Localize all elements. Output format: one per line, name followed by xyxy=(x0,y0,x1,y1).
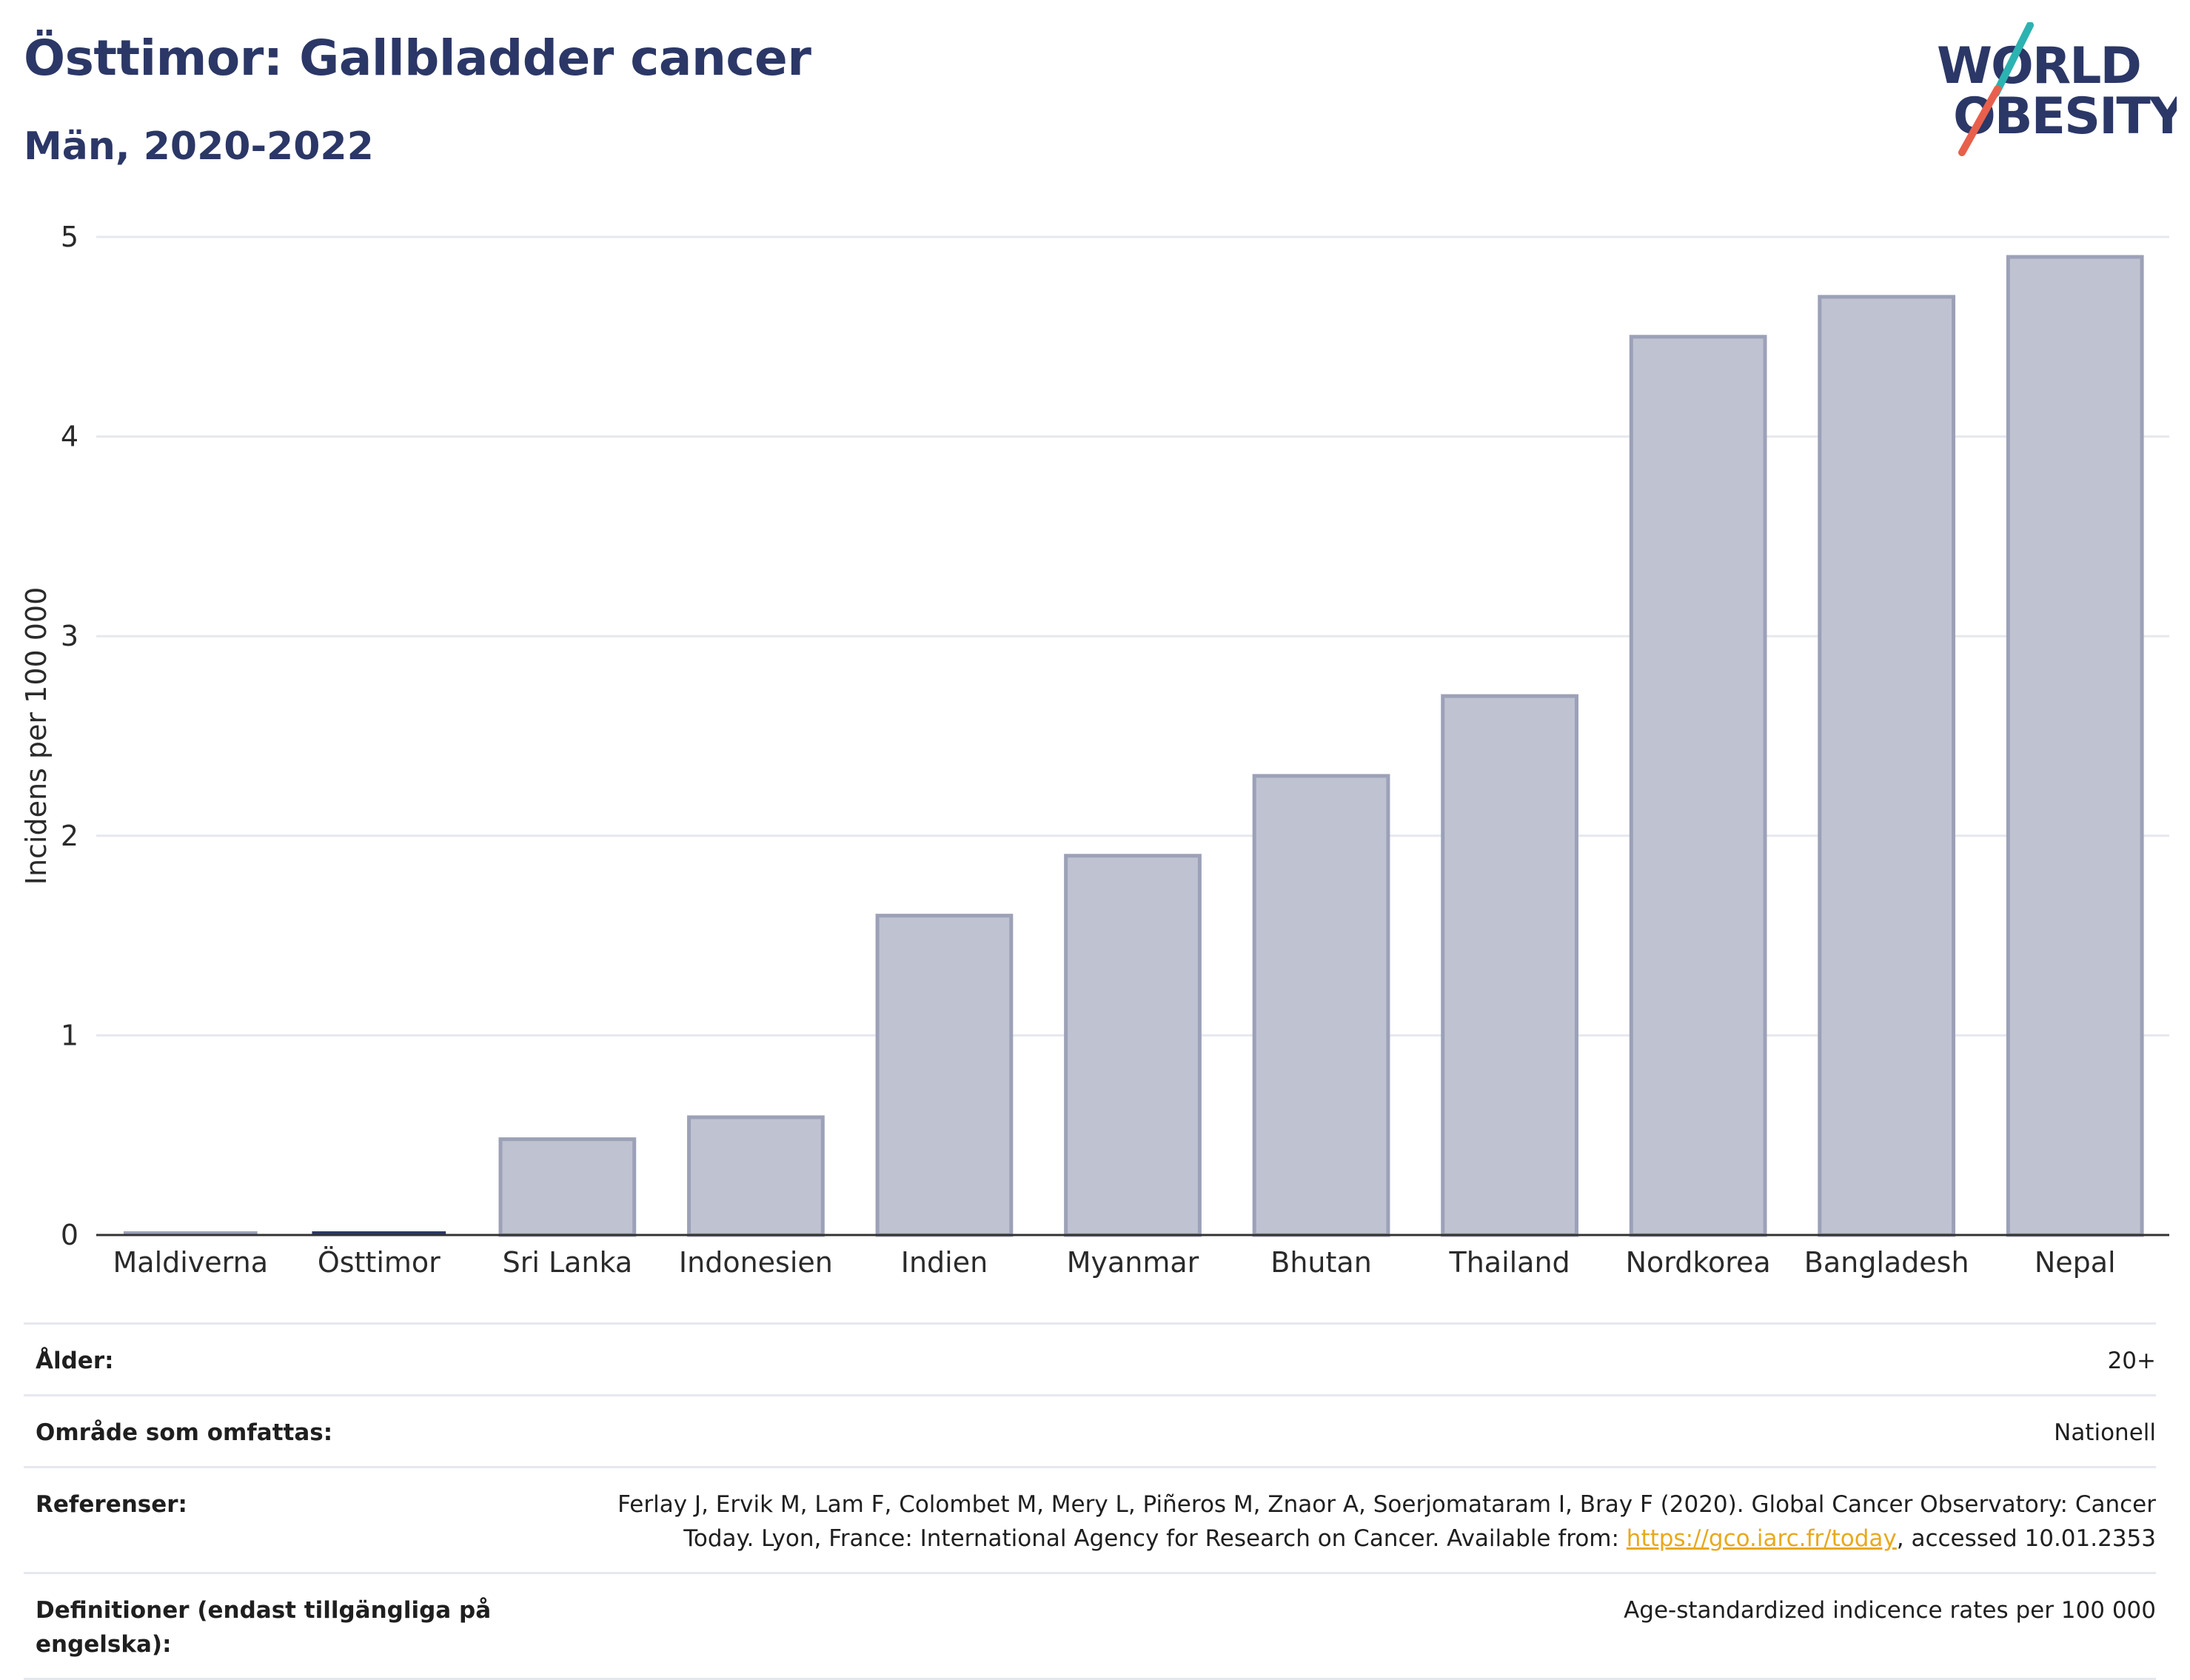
bar-chart: 0 1 2 3 4 5 Maldiverna Östtimor Sri Lanka Indone… xyxy=(20,221,2169,1279)
definitions-label: Definitioner (endast tillgängliga på eng… xyxy=(36,1597,492,1658)
metadata-table: Ålder: 20+ Område som omfattas: Nationel… xyxy=(24,1322,2156,1680)
bar xyxy=(123,1231,258,1235)
y-tick-label: 3 xyxy=(61,620,78,652)
age-label: Ålder: xyxy=(36,1348,114,1374)
bar xyxy=(875,914,1014,1237)
y-tick-label: 0 xyxy=(61,1219,78,1251)
x-tick-label: Myanmar xyxy=(1067,1246,1199,1279)
y-tick-label: 4 xyxy=(61,421,78,453)
bar xyxy=(1441,694,1578,1237)
meta-row-definitions: Definitioner (endast tillgängliga på eng… xyxy=(24,1572,2156,1680)
bar xyxy=(498,1137,637,1237)
x-tick-label: Indonesien xyxy=(679,1246,833,1279)
logo-slash-teal xyxy=(1992,22,2034,97)
references-link[interactable]: https://gco.iarc.fr/today xyxy=(1626,1525,1897,1552)
x-tick-label: Thailand xyxy=(1448,1246,1570,1279)
x-tick-label: Bangladesh xyxy=(1804,1246,1969,1279)
area-value: Nationell xyxy=(2054,1419,2156,1446)
references-value: Ferlay J, Ervik M, Lam F, Colombet M, Me… xyxy=(509,1487,2156,1556)
references-text-2: Today. Lyon, France: International Agenc… xyxy=(683,1525,1627,1552)
references-text-1: Ferlay J, Ervik M, Lam F, Colombet M, Me… xyxy=(617,1491,2156,1518)
x-tick-label: Nepal xyxy=(2035,1246,2116,1279)
x-tick-label: Östtimor xyxy=(318,1246,441,1279)
bar xyxy=(1064,854,1202,1237)
bar xyxy=(687,1115,825,1237)
bar xyxy=(312,1231,446,1235)
x-tick-label: Nordkorea xyxy=(1626,1246,1771,1279)
x-tick-labels: Maldiverna Östtimor Sri Lanka Indonesien Ind… xyxy=(113,1246,2116,1279)
x-tick-label: Indien xyxy=(901,1246,988,1279)
y-tick-labels: 0 1 2 3 4 5 xyxy=(61,221,78,1251)
meta-row-area: Område som omfattas: Nationell xyxy=(24,1394,2156,1466)
x-tick-label: Maldiverna xyxy=(113,1246,269,1279)
bar xyxy=(1818,295,1956,1237)
bar xyxy=(1252,774,1390,1237)
world-obesity-logo: WORLD OBESITY xyxy=(1937,22,2177,156)
logo-text-obesity: OBESITY xyxy=(1953,87,2177,146)
logo-text-world: WORLD xyxy=(1937,37,2140,96)
meta-row-references: Referenser: Ferlay J, Ervik M, Lam F, Co… xyxy=(24,1466,2156,1572)
bars xyxy=(123,255,2144,1237)
logo-slash-coral xyxy=(1958,85,2001,156)
definitions-value: Age-standardized indicence rates per 100… xyxy=(1624,1597,2156,1624)
chart-title: Östtimor: Gallbladder cancer xyxy=(24,30,811,87)
references-label: Referenser: xyxy=(36,1491,187,1518)
y-tick-label: 1 xyxy=(61,1019,78,1051)
x-tick-label: Sri Lanka xyxy=(503,1246,633,1279)
chart-subtitle: Män, 2020-2022 xyxy=(24,124,374,169)
y-tick-label: 5 xyxy=(61,221,78,253)
x-tick-label: Bhutan xyxy=(1270,1246,1372,1279)
bar xyxy=(2006,255,2144,1237)
y-tick-label: 2 xyxy=(61,820,78,852)
age-value: 20+ xyxy=(2107,1348,2156,1374)
references-text-3: , accessed 10.01.2353 xyxy=(1896,1525,2156,1552)
y-axis-label: Incidens per 100 000 xyxy=(20,587,53,886)
meta-row-age: Ålder: 20+ xyxy=(24,1322,2156,1394)
area-label: Område som omfattas: xyxy=(36,1419,333,1446)
bar xyxy=(1629,335,1767,1237)
